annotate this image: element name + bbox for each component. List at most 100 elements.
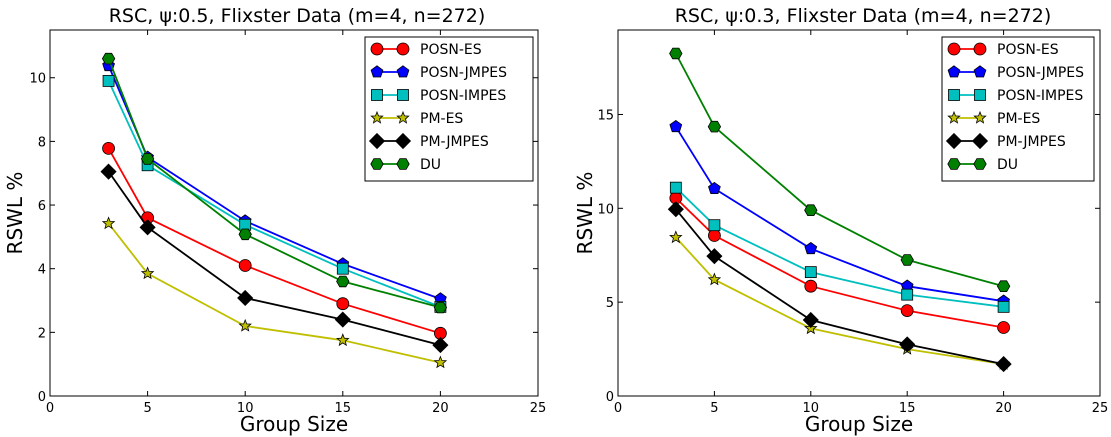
data-point — [708, 229, 721, 242]
x-tick-label: 15 — [335, 401, 352, 416]
data-point — [899, 336, 916, 353]
x-axis-label: Group Size — [240, 412, 348, 436]
legend-box — [941, 36, 1095, 182]
y-tick-label: 6 — [38, 199, 46, 214]
data-point — [336, 297, 350, 311]
data-point — [433, 355, 448, 369]
data-point — [102, 75, 115, 87]
y-tick-label: 15 — [597, 108, 614, 123]
legend-marker — [370, 110, 384, 124]
x-tick-label: 10 — [237, 401, 254, 416]
legend-label: PM-JMPES — [997, 134, 1066, 150]
series-pm-jmpes — [667, 201, 1012, 373]
x-axis-label: Group Size — [805, 412, 913, 436]
x-tick-label: 25 — [1092, 401, 1109, 416]
chart-title: RSC, ψ:0.5, Flixster Data (m=4, n=272) — [109, 5, 486, 27]
y-tick-label: 0 — [38, 390, 46, 405]
data-point — [667, 201, 684, 218]
legend-marker — [397, 89, 409, 101]
data-point — [997, 300, 1010, 313]
y-tick-label: 4 — [38, 263, 46, 278]
legend-marker — [371, 89, 383, 101]
series-line — [107, 222, 441, 364]
data-point — [996, 280, 1011, 293]
data-point — [707, 120, 722, 133]
data-point — [706, 248, 723, 265]
legend-label: POSN-IMPES — [420, 88, 506, 104]
series-posn-es — [102, 141, 447, 340]
x-tick-label: 0 — [46, 401, 54, 416]
data-point — [669, 181, 682, 194]
legend-marker — [974, 89, 986, 101]
series-du — [101, 52, 448, 314]
legend-marker — [396, 42, 410, 56]
data-point — [802, 311, 819, 329]
data-point — [238, 318, 252, 332]
series-pm-jmpes — [100, 163, 449, 354]
data-point — [100, 163, 117, 180]
legend-label: DU — [420, 157, 441, 173]
x-tick-label: 15 — [899, 401, 916, 416]
data-point — [433, 301, 448, 314]
legend-marker — [948, 89, 960, 101]
series-pm-es — [101, 216, 448, 369]
data-point — [669, 120, 683, 133]
data-point — [101, 52, 116, 65]
data-point — [708, 219, 721, 232]
data-point — [336, 262, 349, 275]
legend-label: PM-ES — [420, 111, 463, 127]
x-tick-label: 10 — [803, 401, 820, 416]
y-axis-label: RSWL % — [3, 172, 27, 255]
legend-marker — [947, 158, 961, 170]
y-tick-label: 10 — [597, 202, 614, 217]
y-axis-label: RSWL % — [573, 172, 597, 255]
y-tick-label: 5 — [606, 296, 614, 311]
legend-marker — [368, 132, 386, 150]
legend-label: PM-JMPES — [420, 134, 489, 150]
legend-marker — [370, 42, 384, 56]
legend-label: POSN-IMPES — [997, 88, 1083, 104]
y-tick-label: 10 — [29, 72, 46, 87]
legend-marker — [394, 132, 412, 150]
chart-title: RSC, ψ:0.3, Flixster Data (m=4, n=272) — [675, 5, 1052, 27]
data-point — [804, 266, 817, 279]
data-point — [139, 219, 156, 236]
legend-marker — [396, 158, 410, 170]
legend-label: POSN-ES — [997, 42, 1059, 58]
data-point — [901, 288, 914, 301]
data-point — [336, 275, 350, 288]
series-posn-impes — [669, 181, 1010, 313]
legend-label: POSN-JMPES — [420, 65, 507, 81]
legend-marker — [947, 65, 961, 78]
legend-marker — [396, 110, 410, 124]
data-point — [101, 216, 116, 230]
legend-marker — [370, 65, 384, 78]
series-du — [669, 47, 1011, 293]
legend-box — [364, 36, 534, 182]
legend-marker — [973, 158, 987, 170]
x-tick-label: 0 — [614, 401, 622, 416]
data-point — [669, 230, 683, 244]
data-point — [238, 259, 252, 272]
data-point — [900, 254, 914, 266]
legend-marker — [947, 110, 961, 124]
legend: POSN-ES POSN-JMPES POSN-IMPES PM-ES PM-JMPES… — [941, 36, 1095, 182]
legend-marker — [973, 110, 987, 124]
series-posn-jmpes — [669, 120, 1010, 307]
x-tick-label: 20 — [995, 401, 1012, 416]
legend-label: PM-ES — [997, 111, 1040, 127]
y-tick-label: 2 — [38, 326, 46, 341]
legend-marker — [947, 42, 961, 56]
legend-marker — [973, 42, 987, 56]
data-point — [334, 311, 351, 328]
legend-marker — [945, 132, 963, 150]
data-point — [140, 266, 155, 280]
plot-area — [49, 29, 539, 397]
y-tick-label: 0 — [606, 390, 614, 405]
data-point — [102, 141, 115, 155]
data-point — [669, 47, 683, 60]
data-point — [140, 153, 155, 165]
x-tick-label: 25 — [530, 401, 547, 416]
x-tick-label: 5 — [143, 401, 151, 416]
legend-marker — [971, 132, 989, 150]
